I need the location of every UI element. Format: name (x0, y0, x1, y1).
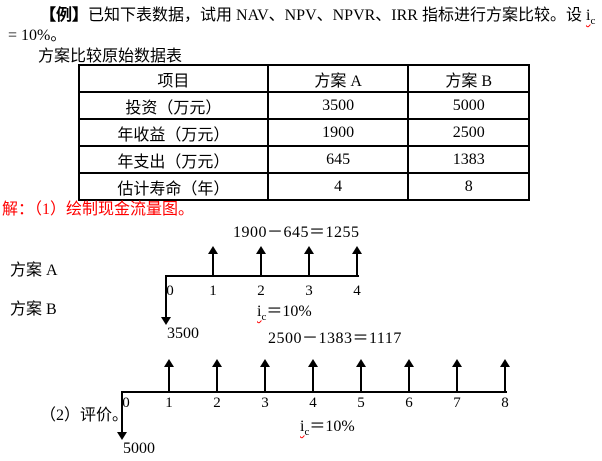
diagram-a-investment-label: 3500 (167, 325, 199, 342)
rate-symbol: ic (300, 418, 310, 438)
benefit-arrow-stem (264, 366, 266, 391)
benefit-arrow-up-icon (404, 359, 414, 367)
period-tick-label: 4 (353, 283, 361, 299)
period-tick-label: 0 (122, 395, 130, 411)
table-header-row: 项目 方案 A 方案 B (78, 64, 530, 93)
diagram-a-net-benefit-formula: 1900－645＝1255 (233, 224, 360, 241)
benefit-arrow-up-icon (164, 359, 174, 367)
benefit-arrow-up-icon (208, 246, 218, 254)
example-tag: 【例】 (40, 7, 89, 24)
investment-arrow-down-icon (117, 432, 127, 440)
table-header-cell: 方案 A (266, 64, 410, 93)
table-cell: 年收益（万元） (78, 118, 269, 147)
investment-arrow-down-icon (161, 317, 171, 325)
benefit-arrow-stem (408, 366, 410, 391)
benefit-arrow-stem (312, 366, 314, 391)
rate-symbol-base: i (585, 7, 591, 24)
benefit-arrow-up-icon (260, 359, 270, 367)
benefit-arrow-up-icon (304, 246, 314, 254)
table-cell: 1900 (266, 118, 410, 147)
period-tick-label: 7 (453, 395, 461, 411)
period-tick-label: 2 (213, 395, 221, 411)
rate-symbol: ic (585, 7, 596, 27)
diagram-b-side-label: 方案 B (10, 301, 57, 318)
benefit-arrow-stem (260, 253, 262, 275)
comparison-table: 项目 方案 A 方案 B 投资（万元） 3500 5000 年收益（万元） 1900 2500… (78, 64, 530, 201)
benefit-arrow-stem (168, 366, 170, 391)
benefit-arrow-stem (360, 366, 362, 391)
diagram-b-investment-label: 5000 (123, 440, 155, 457)
rate-symbol: ic (257, 303, 267, 323)
benefit-arrow-up-icon (308, 359, 318, 367)
diagram-b-discount-rate: ic＝10% (300, 418, 355, 438)
table-cell: 2500 (407, 118, 530, 147)
period-tick-label: 4 (309, 395, 317, 411)
table-cell: 3500 (266, 91, 410, 120)
benefit-arrow-stem (456, 366, 458, 391)
period-tick-label: 5 (357, 395, 365, 411)
benefit-arrow-up-icon (352, 246, 362, 254)
table-cell: 645 (266, 145, 410, 174)
period-tick-label: 0 (166, 283, 174, 299)
table-caption: 方案比较原始数据表 (38, 48, 183, 65)
rate-symbol-sub: c (590, 15, 596, 27)
table-cell: 投资（万元） (78, 91, 269, 120)
period-tick-label: 1 (209, 283, 217, 299)
benefit-arrow-up-icon (500, 359, 510, 367)
benefit-arrow-stem (504, 366, 506, 391)
benefit-arrow-stem (308, 253, 310, 275)
table-row: 年收益（万元） 1900 2500 (78, 118, 530, 147)
period-tick-label: 8 (501, 395, 509, 411)
table-cell: 估计寿命（年） (78, 172, 269, 201)
timeline-axis (165, 275, 359, 277)
intro-line-2: = 10%。 (8, 27, 67, 44)
table-row: 投资（万元） 3500 5000 (78, 91, 530, 120)
benefit-arrow-up-icon (212, 359, 222, 367)
table-cell: 4 (266, 172, 410, 201)
period-tick-label: 6 (405, 395, 413, 411)
benefit-arrow-up-icon (452, 359, 462, 367)
solution-step-2: （2）评价。 (40, 407, 129, 424)
diagram-a-side-label: 方案 A (10, 262, 58, 279)
table-header-cell: 方案 B (407, 64, 530, 93)
investment-arrow-stem (165, 275, 167, 317)
period-tick-label: 3 (305, 283, 313, 299)
table-cell: 年支出（万元） (78, 145, 269, 174)
benefit-arrow-stem (212, 253, 214, 275)
benefit-arrow-stem (216, 366, 218, 391)
diagram-b-net-benefit-formula: 2500－1383＝1117 (268, 330, 402, 347)
table-row: 年支出（万元） 645 1383 (78, 145, 530, 174)
period-tick-label: 2 (257, 283, 265, 299)
solution-step-1: 解：（1）绘制现金流量图。 (2, 201, 195, 218)
timeline-axis (121, 391, 507, 393)
benefit-arrow-up-icon (356, 359, 366, 367)
table-cell: 8 (407, 172, 530, 201)
period-tick-label: 1 (165, 395, 173, 411)
intro-text: 已知下表数据，试用 NAV、NPV、NPVR、IRR 指标进行方案比较。设 (88, 7, 586, 24)
table-row: 估计寿命（年） 4 8 (78, 172, 530, 201)
table-cell: 1383 (407, 145, 530, 174)
table-cell: 5000 (407, 91, 530, 120)
intro-line-1: 【例】已知下表数据，试用 NAV、NPV、NPVR、IRR 指标进行方案比较。设… (40, 6, 595, 27)
diagram-a-discount-rate: ic＝10% (257, 303, 312, 323)
period-tick-label: 3 (261, 395, 269, 411)
benefit-arrow-up-icon (256, 246, 266, 254)
table-header-cell: 项目 (78, 64, 269, 93)
benefit-arrow-stem (356, 253, 358, 275)
investment-arrow-stem (121, 391, 123, 432)
